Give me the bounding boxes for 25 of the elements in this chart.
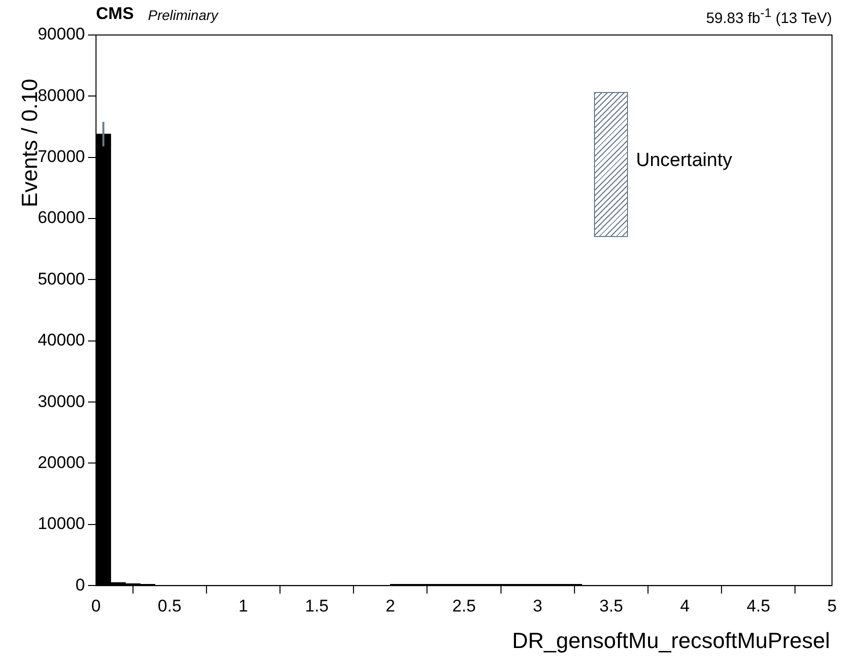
annotation: Uncertainty: [636, 150, 732, 172]
x-axis-title: DR_gensoftMu_recsoftMuPresel: [512, 628, 830, 654]
chart-subtitle: Preliminary: [148, 7, 218, 23]
x-tick-label: 2.5: [452, 596, 476, 616]
text: 59.83 fb$^{-1}$ (13 TeV): [706, 6, 832, 27]
y-tick-label: 50000: [38, 269, 85, 288]
x-tick-label: 0: [91, 596, 101, 616]
x-tick-label: 3: [532, 596, 542, 616]
x-tick-label: 1.5: [304, 596, 329, 616]
x-tick-label: 4.5: [746, 596, 770, 616]
x-tick-label: 2: [386, 596, 396, 616]
y-tick-label: 80000: [38, 86, 85, 105]
x-tick-label: 3.5: [599, 596, 624, 616]
y-tick-label: 90000: [38, 24, 85, 44]
y-tick-label: 60000: [38, 208, 85, 228]
x-tick-label: 5: [827, 596, 837, 616]
x-tick-label: 1: [238, 596, 248, 616]
y-tick-label: 20000: [38, 452, 85, 472]
y-tick-label: 40000: [38, 330, 85, 350]
chart-title: CMS: [96, 4, 134, 24]
x-tick-label: 0.5: [158, 596, 182, 616]
y-tick-label: 30000: [38, 392, 85, 411]
y-tick-label: 10000: [38, 514, 85, 534]
y-tick-label: 0: [76, 575, 85, 594]
x-tick-label: 4: [680, 596, 690, 616]
